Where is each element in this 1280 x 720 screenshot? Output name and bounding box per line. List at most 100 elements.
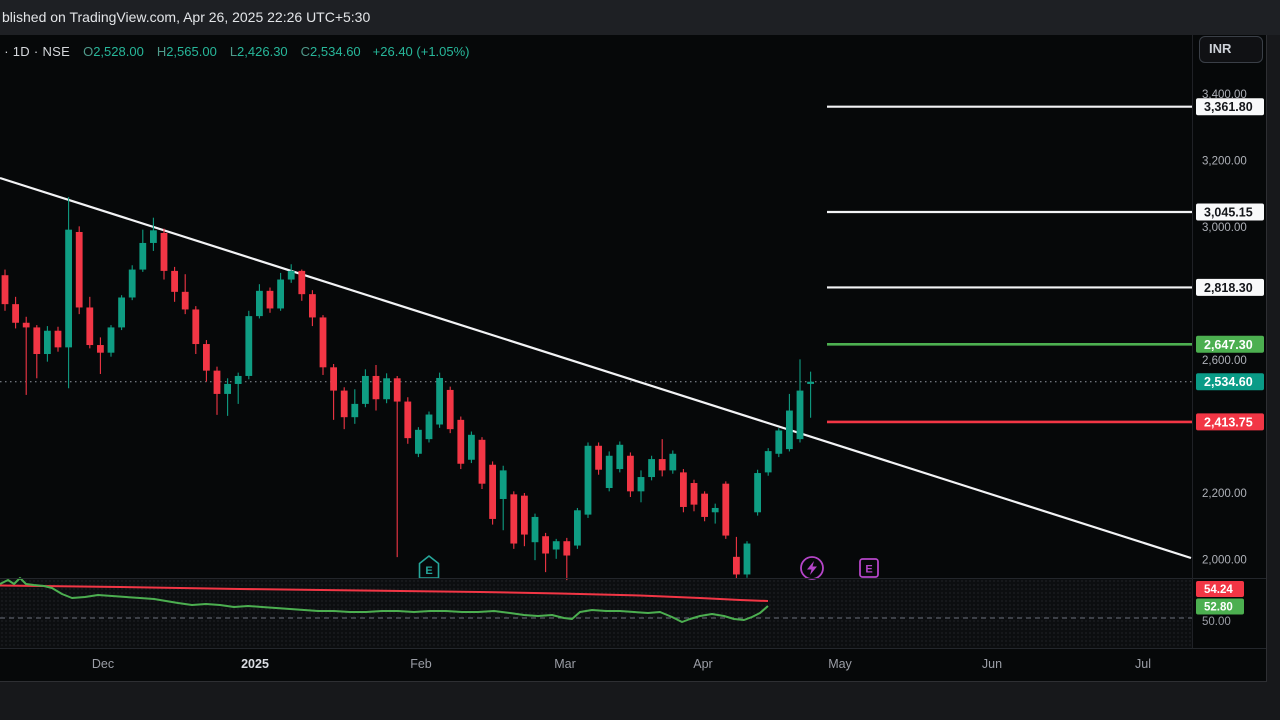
candle[interactable] [118,297,125,328]
candle[interactable] [457,419,465,464]
time-axis-label[interactable]: Jul [1135,657,1151,671]
time-axis-label[interactable]: Mar [554,657,576,671]
candle[interactable] [563,541,571,556]
candle[interactable] [796,390,804,440]
candle[interactable] [181,291,189,310]
candle[interactable] [711,507,719,513]
candle[interactable] [351,403,359,418]
candle[interactable] [107,327,115,353]
time-axis[interactable] [0,650,1192,680]
time-axis-label[interactable]: Apr [693,657,712,671]
candle[interactable] [1,275,9,305]
candle[interactable] [637,477,645,492]
candle[interactable] [733,556,740,575]
time-axis-label[interactable]: Jun [982,657,1002,671]
candle[interactable] [330,367,337,391]
candle[interactable] [415,429,422,454]
candle[interactable] [616,444,624,470]
candle[interactable] [12,304,19,323]
candle[interactable] [393,378,401,402]
candle[interactable] [22,322,30,328]
earnings-marker-icon[interactable]: E [418,555,440,579]
candle[interactable] [234,375,242,384]
currency-button[interactable]: INR [1199,36,1263,63]
price-axis-tick: 2,600.00 [1202,355,1247,367]
candle[interactable] [150,230,157,243]
symbol-info-row[interactable]: 0 · 1D · NSE O2,528.00H2,565.00L2,426.30… [0,41,469,61]
candle[interactable] [75,231,83,308]
price-label-text: 2,818.30 [1204,281,1253,295]
candle[interactable] [160,232,168,271]
candle[interactable] [489,464,496,519]
candle[interactable] [531,516,539,543]
candle[interactable] [54,330,62,348]
candle[interactable] [213,370,221,394]
candle[interactable] [648,459,655,478]
time-axis-label[interactable]: May [828,657,852,671]
candle[interactable] [521,495,528,535]
candle[interactable] [775,430,783,454]
time-axis-label[interactable]: 2025 [241,657,269,671]
candle[interactable] [446,389,454,430]
indicator-label-box [1196,598,1244,615]
time-axis-label[interactable]: Dec [92,657,114,671]
candle[interactable] [86,307,94,346]
candle[interactable] [627,455,634,492]
candle[interactable] [203,344,210,371]
price-label-box [1196,203,1264,221]
candle[interactable] [245,316,253,376]
candle[interactable] [764,451,772,473]
candle[interactable] [298,270,306,295]
candle[interactable] [658,459,666,471]
candle[interactable] [287,270,295,280]
indicator-pane-background [0,579,1192,648]
candle[interactable] [33,327,41,355]
candle[interactable] [277,279,284,309]
candle[interactable] [340,390,348,418]
candle[interactable] [319,317,327,368]
candle[interactable] [595,445,602,470]
candle[interactable] [139,242,147,270]
candle[interactable] [309,294,316,318]
price-axis[interactable] [1193,64,1265,648]
earnings-square-marker-icon[interactable]: E [859,558,879,578]
candle[interactable] [605,455,613,489]
time-axis-label[interactable]: Feb [410,657,432,671]
candle[interactable] [552,541,560,550]
candle[interactable] [224,383,231,394]
candle[interactable] [171,270,178,292]
candle[interactable] [383,378,390,400]
candle[interactable] [362,375,369,404]
candle[interactable] [574,510,581,546]
candle[interactable] [425,414,433,440]
candle[interactable] [478,439,486,484]
candle[interactable] [722,483,730,536]
chart-pane[interactable]: E E 3,400.00 3,200.00 3,000.00 2,600.00 2,200… [0,35,1266,681]
candle[interactable] [510,494,518,544]
candle[interactable] [97,345,104,353]
candle[interactable] [499,470,507,499]
trendline[interactable] [0,176,1192,560]
candle[interactable] [44,330,51,355]
candle[interactable] [743,543,751,575]
candle[interactable] [786,410,793,450]
candle[interactable] [680,472,687,507]
candle[interactable] [468,434,475,460]
candle[interactable] [807,381,814,384]
candle[interactable] [372,375,380,400]
candle[interactable] [701,493,708,517]
candle[interactable] [669,453,677,471]
candle[interactable] [266,290,274,309]
candle[interactable] [542,536,549,554]
candle[interactable] [65,229,72,348]
candle[interactable] [436,377,443,425]
candle[interactable] [584,445,592,515]
candle[interactable] [256,290,263,317]
candle[interactable] [192,309,200,345]
flash-event-marker-icon[interactable] [800,556,824,580]
candle[interactable] [690,483,698,505]
candle[interactable] [128,269,136,298]
candle[interactable] [754,473,761,513]
candle[interactable] [404,401,412,439]
